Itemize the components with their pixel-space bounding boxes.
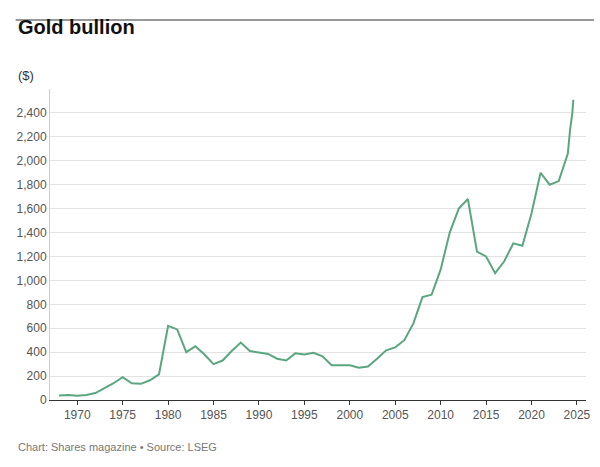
svg-text:Chart: Shares magazine • Sourc: Chart: Shares magazine • Source: LSEG (18, 441, 217, 453)
svg-text:1,800: 1,800 (17, 178, 47, 192)
svg-text:2000: 2000 (336, 408, 363, 422)
svg-text:1,000: 1,000 (17, 274, 47, 288)
svg-text:Gold bullion: Gold bullion (18, 16, 135, 38)
svg-text:2015: 2015 (473, 408, 500, 422)
svg-text:2,200: 2,200 (17, 130, 47, 144)
svg-text:2010: 2010 (427, 408, 454, 422)
svg-text:1970: 1970 (64, 408, 91, 422)
svg-text:800: 800 (27, 298, 47, 312)
svg-text:1995: 1995 (291, 408, 318, 422)
svg-text:1,600: 1,600 (17, 202, 47, 216)
svg-text:($): ($) (18, 68, 34, 83)
svg-text:1990: 1990 (246, 408, 273, 422)
svg-text:0: 0 (40, 393, 47, 407)
svg-text:2025: 2025 (564, 408, 591, 422)
svg-text:1,400: 1,400 (17, 226, 47, 240)
svg-text:600: 600 (27, 321, 47, 335)
svg-text:1980: 1980 (155, 408, 182, 422)
svg-text:2020: 2020 (518, 408, 545, 422)
svg-text:2,000: 2,000 (17, 154, 47, 168)
svg-text:1975: 1975 (109, 408, 136, 422)
svg-text:2005: 2005 (382, 408, 409, 422)
svg-text:2,400: 2,400 (17, 106, 47, 120)
svg-text:200: 200 (27, 369, 47, 383)
svg-text:1,200: 1,200 (17, 250, 47, 264)
svg-text:400: 400 (27, 345, 47, 359)
svg-text:1985: 1985 (200, 408, 227, 422)
